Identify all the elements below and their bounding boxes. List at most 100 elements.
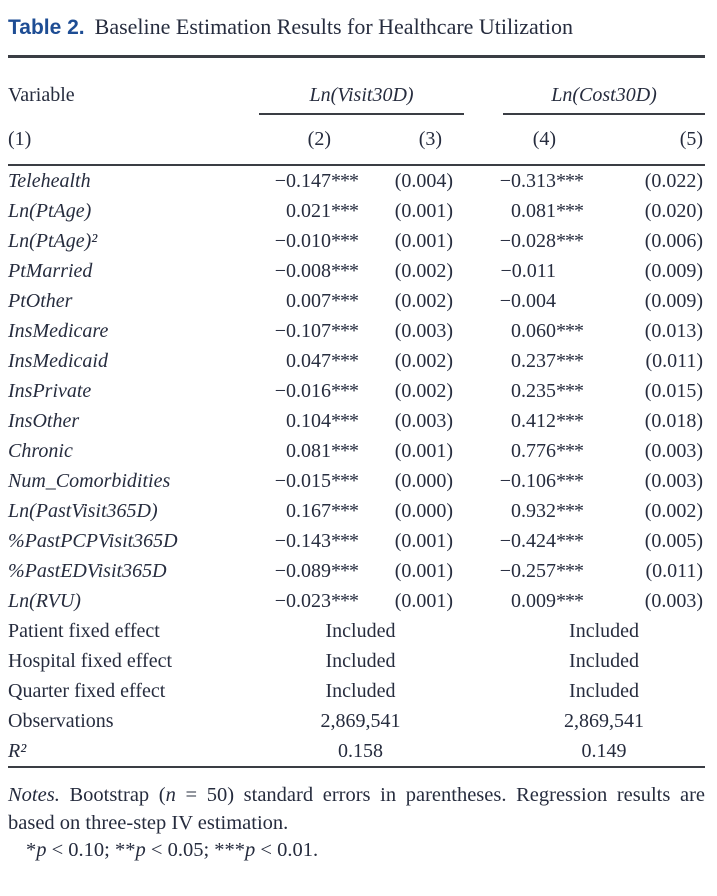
table-row: Ln(RVU) −0.023*** (0.001) 0.009*** (0.00… [8,586,705,616]
standard-error-cost: (0.006) [644,230,704,252]
coefficient-value: −0.023 [274,590,331,612]
sig-p-2: p [135,839,146,861]
significance-stars: *** [556,410,584,432]
summary-value-cost: Included [569,680,640,702]
table-title: Table 2. Baseline Estimation Results for … [8,10,705,45]
cost-group-label: Ln(Cost30D) [551,84,657,106]
coefficient-value: 0.007 [286,290,331,312]
coefficient-cost: 0.932*** [458,496,584,526]
coefficient-visit: −0.015*** [263,466,359,496]
coefficient-value: −0.016 [274,380,331,402]
coefficient-value: 0.081 [511,200,557,222]
standard-error-visit: (0.000) [394,470,454,492]
coefficient-cost: −0.011 [458,256,583,286]
standard-error-visit: (0.001) [394,200,454,222]
significance-stars: *** [331,260,359,282]
significance-stars: *** [556,380,584,402]
summary-value-visit: 0.158 [338,740,383,762]
sig-text-2: < 0.05; *** [145,839,246,861]
coefficient-visit: 0.007*** [263,286,359,316]
table-row: Chronic 0.081*** (0.001) 0.776*** (0.003… [8,436,705,466]
table-row: InsOther 0.104*** (0.003) 0.412*** (0.01… [8,406,705,436]
regression-table: Variable Ln(Visit30D) Ln(Cost30D) (1) (2… [8,55,706,768]
variable-name: %PastEDVisit365D [8,560,167,582]
significance-stars: *** [331,290,359,312]
standard-error-visit: (0.004) [394,170,454,192]
table-row: InsMedicare −0.107*** (0.003) 0.060*** (… [8,316,705,346]
standard-error-cost: (0.003) [644,590,704,612]
coefficient-cost: 0.009*** [458,586,584,616]
significance-stars: *** [331,590,359,612]
table-row: Telehealth −0.147*** (0.004) −0.313*** (… [8,165,705,196]
standard-error-cost: (0.009) [644,260,704,282]
standard-error-cost: (0.011) [645,350,704,372]
coefficient-value: −0.143 [274,530,331,552]
table-row: %PastEDVisit365D −0.089*** (0.001) −0.25… [8,556,705,586]
table-row: R² 0.158 0.149 [8,736,705,767]
coefficient-cost: 0.081*** [458,196,584,226]
header-spanner-row: Variable Ln(Visit30D) Ln(Cost30D) [8,57,706,115]
standard-error-cost: (0.009) [644,290,704,312]
significance-stars: *** [331,410,359,432]
group-header-cost: Ln(Cost30D) [458,57,706,115]
group-header-visit: Ln(Visit30D) [259,57,465,115]
variable-name: Telehealth [8,170,91,192]
column-number-2: (2) [263,115,358,166]
variable-name: InsPrivate [8,380,92,402]
table-row: InsPrivate −0.016*** (0.002) 0.235*** (0… [8,376,705,406]
standard-error-visit: (0.003) [394,410,454,432]
summary-value-cost: Included [569,620,640,642]
summary-value-cost: Included [569,650,640,672]
standard-error-visit: (0.002) [394,380,454,402]
coefficient-visit: −0.147*** [263,165,359,196]
coefficient-cost: −0.004 [458,286,583,316]
significance-stars: *** [331,200,359,222]
variable-name: InsOther [8,410,80,432]
summary-value-cost: 0.149 [581,740,627,762]
standard-error-visit: (0.001) [394,530,454,552]
variable-name: Ln(PtAge) [8,200,92,222]
standard-error-cost: (0.005) [644,530,704,552]
significance-stars: *** [556,230,584,252]
variable-name: PtOther [8,290,73,312]
summary-value-visit: 2,869,541 [320,710,401,732]
coefficient-cost: −0.106*** [458,466,584,496]
coefficient-cost: −0.028*** [458,226,584,256]
standard-error-visit: (0.000) [394,500,454,522]
coefficient-visit: −0.016*** [263,376,359,406]
coefficient-value: −0.011 [500,260,557,282]
variable-name: %PastPCPVisit365D [8,530,178,552]
summary-label: Hospital fixed effect [8,650,173,672]
coefficient-visit: −0.010*** [263,226,359,256]
standard-error-cost: (0.011) [645,560,704,582]
standard-error-visit: (0.001) [394,560,454,582]
table-row: Ln(PtAge)² −0.010*** (0.001) −0.028*** (… [8,226,705,256]
significance-stars: *** [331,530,359,552]
standard-error-visit: (0.002) [394,350,454,372]
coefficient-visit: −0.008*** [263,256,359,286]
coefficient-value: −0.008 [274,260,331,282]
sig-p-3: p [245,839,256,861]
table-row: Observations 2,869,541 2,869,541 [8,706,705,736]
coefficient-value: −0.257 [499,560,557,582]
coefficient-value: −0.147 [274,170,331,192]
paper-page: Table 2. Baseline Estimation Results for … [8,10,706,861]
summary-label-r-squared: R² [8,740,27,762]
table-row: PtOther 0.007*** (0.002) −0.004 (0.009) [8,286,705,316]
standard-error-cost: (0.018) [644,410,704,432]
table-notes: Notes. Bootstrap (n = 50) standard error… [8,782,705,837]
standard-error-visit: (0.001) [394,590,454,612]
coefficient-rows: Telehealth −0.147*** (0.004) −0.313*** (… [8,165,705,616]
coefficient-value: 0.932 [511,500,557,522]
coefficient-value: 0.081 [286,440,331,462]
standard-error-visit: (0.002) [394,290,454,312]
coefficient-value: −0.010 [274,230,331,252]
column-number-5: (5) [583,115,706,166]
significance-stars: *** [331,470,359,492]
standard-error-visit: (0.002) [394,260,454,282]
significance-stars: *** [556,440,584,462]
coefficient-visit: 0.167*** [263,496,359,526]
coefficient-value: −0.089 [274,560,331,582]
table-row: Hospital fixed effect Included Included [8,646,705,676]
cost-group-spanner: Ln(Cost30D) [503,84,706,115]
